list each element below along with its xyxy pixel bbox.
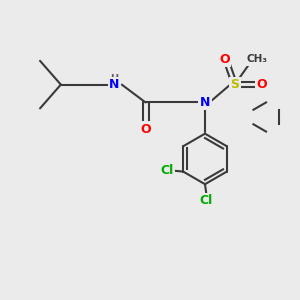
Text: O: O xyxy=(256,78,267,91)
Text: O: O xyxy=(140,123,151,136)
Text: N: N xyxy=(109,78,119,91)
Text: Cl: Cl xyxy=(200,194,213,207)
Text: O: O xyxy=(219,53,230,66)
Text: CH₃: CH₃ xyxy=(247,54,268,64)
Text: H: H xyxy=(110,74,118,84)
Text: Cl: Cl xyxy=(160,164,173,177)
Text: S: S xyxy=(230,78,239,91)
Text: N: N xyxy=(200,96,210,109)
